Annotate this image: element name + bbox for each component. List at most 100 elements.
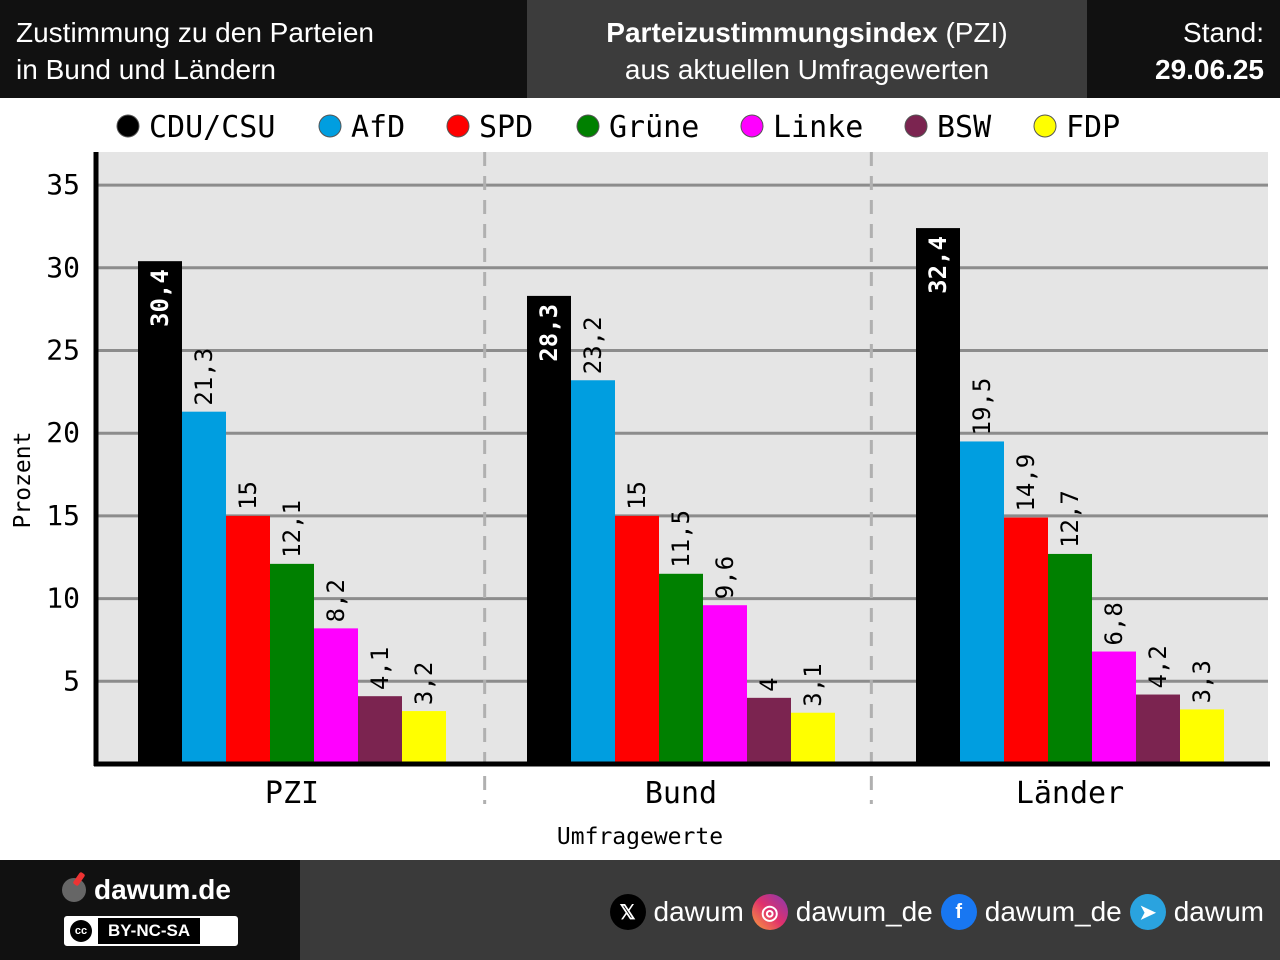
bar-cdu-csu-länder (916, 228, 960, 764)
x-tick-label: Bund (645, 776, 717, 811)
social-facebook[interactable]: f dawum_de (940, 894, 1122, 930)
legend-marker (116, 114, 140, 138)
bar-linke-länder (1092, 651, 1136, 764)
y-axis-title: Prozent (10, 432, 36, 529)
data-label: 15 (234, 481, 262, 510)
y-tick-label: 15 (46, 499, 80, 532)
x-icon: 𝕏 (609, 894, 646, 930)
data-label: 30,4 (146, 269, 174, 327)
bar-afd-bund (571, 380, 615, 764)
bar-grüne-bund (659, 573, 703, 764)
data-label: 3,2 (410, 662, 438, 705)
cc-icon: cc (70, 920, 92, 942)
header-subject-line2: in Bund und Ländern (16, 54, 276, 85)
bar-afd-pzi (182, 411, 226, 764)
data-label: 32,4 (924, 236, 952, 294)
bar-linke-bund (703, 605, 747, 764)
header-title-rest: (PZI) (937, 17, 1008, 48)
bar-spd-länder (1004, 517, 1048, 764)
header-title: Parteizustimmungsindex (PZI) aus aktuell… (527, 0, 1087, 98)
legend-marker (740, 114, 764, 138)
legend-marker (576, 114, 600, 138)
brand[interactable]: dawum.de (62, 874, 231, 906)
legend-marker (904, 114, 928, 138)
license-label: BY-NC-SA (98, 918, 201, 944)
y-tick-label: 35 (46, 168, 80, 201)
bar-grüne-länder (1048, 553, 1092, 764)
bar-bsw-pzi (358, 696, 402, 764)
social-instagram[interactable]: ◎ dawum_de (751, 894, 933, 930)
data-label: 3,3 (1188, 660, 1216, 703)
header-title-bold: Parteizustimmungsindex (606, 17, 938, 48)
license-badge[interactable]: cc BY-NC-SA (64, 916, 238, 946)
header: Zustimmung zu den Parteien in Bund und L… (0, 0, 1280, 98)
bar-fdp-länder (1180, 709, 1224, 764)
data-label: 6,8 (1100, 602, 1128, 645)
data-label: 3,1 (799, 663, 827, 706)
bar-fdp-bund (791, 712, 835, 764)
data-label: 12,7 (1056, 490, 1084, 548)
stand-label: Stand: (1183, 17, 1264, 48)
bar-linke-pzi (314, 628, 358, 764)
data-label: 8,2 (322, 579, 350, 622)
instagram-icon: ◎ (751, 894, 788, 930)
chart-area: 5 10 15 20 25 30 35 30,4 21,3 15 12,1 8,2 4,1 3,2 PZI 2… (0, 98, 1280, 860)
header-stand: Stand: 29.06.25 (1155, 14, 1264, 88)
legend-label: SPD (479, 110, 533, 145)
bar-bsw-länder (1136, 694, 1180, 764)
legend-label: Grüne (609, 110, 699, 145)
y-tick-label: 25 (46, 333, 80, 366)
social-x-label: dawum (653, 896, 744, 927)
x-axis-title: Umfragewerte (557, 824, 723, 850)
header-subject: Zustimmung zu den Parteien in Bund und L… (16, 14, 516, 88)
header-subtitle: aus aktuellen Umfragewerten (624, 54, 990, 85)
legend-marker (318, 114, 342, 138)
data-label: 9,6 (711, 556, 739, 599)
data-label: 14,9 (1012, 454, 1040, 512)
legend-marker (446, 114, 470, 138)
bar-chart: 5 10 15 20 25 30 35 30,4 21,3 15 12,1 8,2 4,1 3,2 PZI 2… (10, 110, 1270, 850)
data-label: 11,5 (667, 510, 695, 568)
social-instagram-label: dawum_de (795, 896, 933, 927)
data-label: 23,2 (579, 316, 607, 374)
legend-label: FDP (1066, 110, 1120, 145)
data-label: 4,1 (366, 647, 394, 690)
data-label: 21,3 (190, 348, 218, 406)
brand-label: dawum.de (94, 874, 231, 905)
bar-cdu-csu-pzi (138, 261, 182, 764)
legend-label: Linke (773, 110, 863, 145)
social-facebook-label: dawum_de (984, 896, 1122, 927)
dawum-logo-icon (62, 878, 86, 902)
y-tick-label: 5 (63, 664, 80, 697)
y-tick-label: 20 (46, 416, 80, 449)
data-label: 19,5 (968, 378, 996, 436)
telegram-icon: ➤ (1129, 894, 1166, 930)
facebook-icon: f (940, 894, 977, 930)
header-subject-line1: Zustimmung zu den Parteien (16, 17, 374, 48)
legend-label: AfD (351, 110, 405, 145)
data-label: 28,3 (535, 304, 563, 362)
footer-brand-block: dawum.de cc BY-NC-SA (0, 860, 300, 960)
social-telegram[interactable]: ➤ dawum (1129, 894, 1264, 930)
bar-fdp-pzi (402, 711, 446, 764)
bar-cdu-csu-bund (527, 295, 571, 764)
bar-afd-länder (960, 441, 1004, 764)
data-label: 4 (755, 677, 783, 691)
data-label: 15 (623, 481, 651, 510)
legend-marker (1033, 114, 1057, 138)
x-tick-label: PZI (265, 776, 319, 811)
data-label: 4,2 (1144, 645, 1172, 688)
bar-grüne-pzi (270, 563, 314, 764)
legend-label: CDU/CSU (149, 110, 275, 145)
y-tick-label: 30 (46, 251, 80, 284)
bar-spd-pzi (226, 515, 270, 764)
x-tick-label: Länder (1016, 776, 1124, 811)
legend-label: BSW (937, 110, 992, 145)
bar-bsw-bund (747, 697, 791, 764)
data-label: 12,1 (278, 500, 306, 558)
bar-spd-bund (615, 515, 659, 764)
y-tick-label: 10 (46, 582, 80, 615)
